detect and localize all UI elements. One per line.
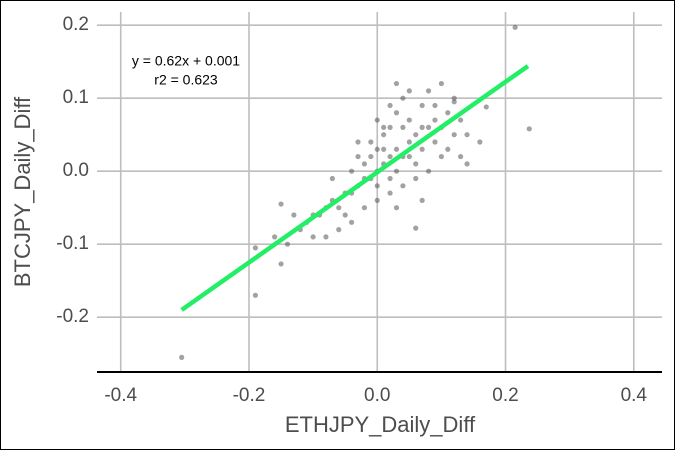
point	[451, 95, 457, 101]
x-axis-title: ETHJPY_Daily_Diff	[285, 412, 476, 437]
point	[272, 234, 278, 240]
point	[278, 201, 284, 207]
point	[419, 146, 425, 152]
x-tick-label: 0.2	[492, 385, 518, 406]
point	[464, 132, 470, 138]
point	[458, 153, 464, 160]
point	[393, 110, 400, 116]
point	[458, 117, 464, 123]
point	[438, 80, 444, 87]
point	[342, 212, 348, 218]
point	[355, 139, 361, 145]
point	[419, 124, 425, 130]
point	[406, 117, 412, 123]
y-tick-label: -0.2	[56, 306, 89, 327]
point	[400, 124, 406, 130]
point	[451, 99, 457, 105]
point	[512, 24, 518, 30]
point	[393, 168, 400, 174]
x-tick-label: 0.0	[364, 385, 390, 406]
point	[413, 161, 419, 167]
point	[406, 88, 412, 94]
point	[477, 139, 483, 145]
point	[393, 205, 400, 211]
point	[432, 102, 438, 109]
point	[374, 146, 380, 152]
point	[432, 139, 438, 145]
y-axis-title: BTCJPY_Daily_Diff	[10, 96, 35, 287]
annotation: y = 0.62x + 0.001	[132, 53, 240, 69]
point	[419, 197, 425, 203]
point	[464, 161, 470, 167]
point	[400, 95, 406, 101]
point	[483, 104, 489, 110]
point	[451, 132, 457, 138]
point	[413, 132, 419, 138]
point	[329, 175, 335, 182]
point	[406, 139, 412, 145]
y-tick-label: 0.0	[63, 160, 89, 181]
fit-line	[180, 64, 530, 312]
point	[445, 146, 451, 152]
y-tick-label: 0.2	[63, 14, 89, 35]
point	[400, 183, 406, 189]
point	[413, 175, 419, 182]
point	[425, 168, 432, 174]
point	[393, 80, 400, 87]
point	[387, 124, 393, 130]
point	[387, 175, 393, 182]
point	[374, 197, 380, 203]
point	[526, 126, 532, 132]
point	[381, 124, 387, 130]
annotation: r2 = 0.623	[154, 72, 218, 88]
point	[336, 205, 342, 211]
point	[361, 205, 368, 211]
point	[374, 117, 380, 123]
point	[252, 292, 259, 298]
y-tick-label: 0.1	[63, 87, 89, 108]
point	[291, 212, 297, 218]
y-tick-label: -0.1	[56, 233, 89, 254]
point	[310, 234, 316, 240]
point	[349, 168, 355, 174]
point	[445, 110, 451, 116]
point	[284, 241, 291, 247]
point	[361, 161, 368, 167]
point	[432, 117, 438, 123]
point	[406, 153, 412, 160]
point	[381, 132, 387, 138]
point	[393, 146, 400, 152]
point	[349, 219, 355, 225]
point	[381, 146, 387, 152]
x-tick-label: 0.4	[621, 385, 648, 406]
point	[252, 245, 259, 251]
point	[368, 153, 374, 160]
point	[323, 234, 329, 240]
point	[278, 261, 284, 267]
point	[413, 225, 419, 231]
point	[387, 153, 393, 160]
point	[425, 124, 432, 130]
point	[438, 153, 444, 160]
point	[419, 102, 425, 109]
point	[368, 139, 374, 145]
x-tick-label: -0.2	[233, 385, 266, 406]
point	[374, 183, 380, 189]
point	[336, 227, 342, 233]
point	[179, 354, 185, 360]
point	[387, 190, 393, 196]
point	[425, 88, 432, 94]
point	[387, 102, 393, 109]
x-tick-label: -0.4	[104, 385, 137, 406]
point	[355, 153, 361, 160]
